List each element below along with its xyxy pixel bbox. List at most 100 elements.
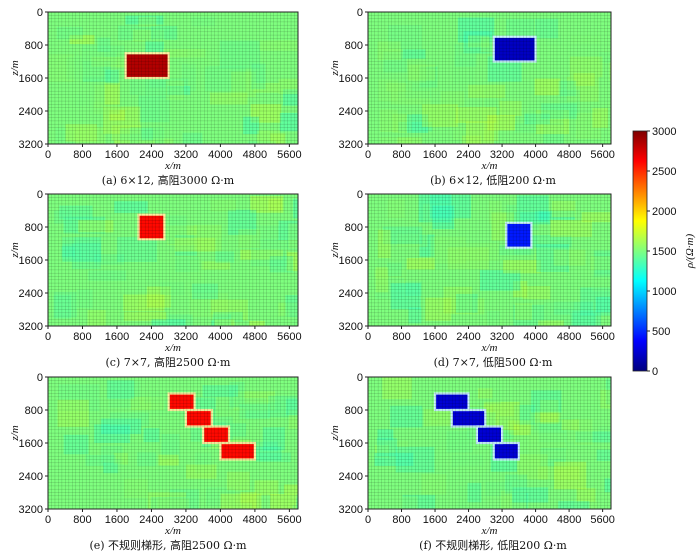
noise-patch: [101, 418, 142, 435]
noise-patch: [605, 378, 611, 405]
y-tick-label: 2400: [339, 288, 363, 300]
noise-patch: [598, 426, 611, 438]
noise-patch: [169, 489, 200, 509]
noise-patch: [524, 113, 550, 125]
noise-patch: [388, 25, 422, 50]
noise-patch: [138, 292, 164, 316]
noise-patch: [457, 485, 483, 509]
noise-patch: [534, 247, 567, 273]
y-axis-label: z/m: [329, 425, 341, 441]
anomaly-block: [476, 426, 503, 443]
noise-patch: [284, 484, 298, 495]
noise-patch: [374, 445, 390, 458]
y-axis-label: z/m: [329, 60, 341, 76]
x-tick-label: 4800: [243, 149, 267, 161]
noise-patch: [414, 507, 450, 509]
anomaly-halo: [137, 213, 166, 241]
noise-patch: [78, 135, 103, 144]
noise-patch: [159, 98, 196, 125]
noise-patch: [454, 44, 477, 67]
noise-patch: [592, 275, 611, 292]
noise-patch: [550, 220, 592, 237]
x-axis-label: x/m: [164, 525, 181, 537]
noise-patch: [219, 40, 261, 69]
noise-patch: [65, 124, 97, 142]
noise-patch: [116, 236, 157, 262]
noise-patch: [419, 66, 438, 88]
noise-patch: [390, 405, 423, 428]
noise-patch: [538, 320, 564, 326]
noise-patch: [160, 282, 185, 295]
noise-patch: [531, 390, 562, 413]
noise-patch: [63, 216, 106, 234]
noise-patch: [185, 464, 217, 479]
noise-patch: [55, 232, 75, 244]
noise-patch: [540, 447, 566, 467]
noise-patch: [580, 287, 611, 316]
noise-patch: [202, 385, 238, 397]
noise-patch: [387, 199, 405, 218]
x-tick-label: 5600: [277, 331, 301, 343]
noise-patch: [209, 92, 248, 105]
noise-patch: [80, 50, 105, 77]
noise-patch: [71, 242, 101, 269]
noise-patch: [529, 450, 567, 469]
noise-patch: [210, 299, 248, 321]
colorbar-tick-label: 1000: [652, 286, 676, 298]
x-tick-label: 3200: [490, 149, 514, 161]
noise-patch: [554, 461, 587, 490]
panel-c: 0 800 1600 2400 3200 4000 4800 5600 0 800 1600 2400…: [9, 189, 302, 369]
noise-patch: [206, 487, 235, 507]
y-tick-label: 3200: [19, 139, 43, 151]
noise-patch: [167, 225, 197, 246]
noise-patch: [543, 123, 564, 144]
noise-patch: [85, 454, 116, 467]
noise-patch: [267, 310, 290, 326]
noise-patch: [268, 198, 283, 211]
noise-patch: [384, 441, 409, 465]
noise-patch: [529, 411, 561, 423]
noise-patch: [294, 505, 298, 509]
y-tick-label: 3200: [339, 504, 363, 516]
panel-caption: (f) 不规则梯形, 低阻200 Ω·m: [419, 538, 567, 552]
noise-patch: [125, 15, 164, 25]
colorbar-tick-label: 500: [652, 326, 670, 338]
noise-patch: [535, 210, 575, 220]
anomaly-halo: [492, 441, 520, 461]
noise-patch: [174, 235, 197, 256]
noise-patch: [91, 56, 134, 67]
noise-patch: [61, 246, 75, 258]
noise-patch: [450, 298, 485, 315]
panel-caption: (a) 6×12, 高阻3000 Ω·m: [102, 173, 235, 187]
noise-patch: [105, 69, 119, 85]
y-tick-label: 2400: [19, 471, 43, 483]
x-tick-label: 3200: [174, 514, 198, 526]
noise-patch: [254, 480, 279, 496]
noise-patch: [511, 492, 529, 509]
noise-patch: [500, 490, 527, 509]
noise-patch: [146, 286, 171, 308]
y-tick-label: 800: [25, 222, 43, 234]
noise-patch: [609, 62, 611, 81]
noise-patch: [405, 80, 432, 99]
noise-patch: [395, 446, 435, 473]
noise-patch: [106, 380, 135, 399]
anomaly-block: [220, 443, 255, 460]
colorbar-tick-label: 2500: [652, 166, 676, 178]
noise-patch: [243, 116, 259, 135]
y-tick-label: 800: [25, 405, 43, 417]
noise-patch: [94, 84, 119, 108]
noise-patch: [408, 64, 436, 81]
noise-patch: [432, 205, 455, 230]
noise-patch: [535, 109, 570, 135]
y-tick-label: 3200: [339, 139, 363, 151]
noise-patch: [58, 384, 100, 412]
noise-patch: [453, 56, 475, 85]
noise-patch: [55, 127, 75, 144]
noise-patch: [231, 71, 256, 98]
noise-patch: [144, 393, 184, 403]
noise-patch: [262, 427, 285, 451]
x-tick-label: 1600: [105, 514, 129, 526]
noise-patch: [233, 391, 276, 411]
noise-patch: [383, 51, 407, 73]
